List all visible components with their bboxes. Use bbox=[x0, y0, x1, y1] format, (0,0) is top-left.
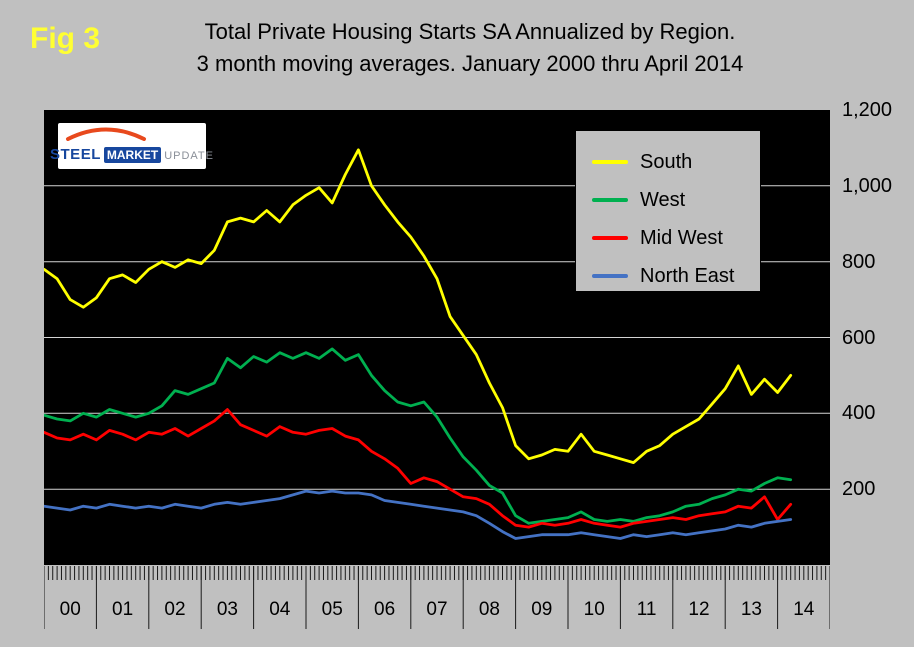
y-axis-tick-label: 400 bbox=[842, 402, 876, 425]
legend-label-midwest: Mid West bbox=[640, 226, 723, 249]
chart-title-line1: Total Private Housing Starts SA Annualiz… bbox=[204, 19, 736, 44]
x-axis-year-label: 04 bbox=[269, 599, 291, 620]
x-axis-year-label: 03 bbox=[217, 599, 238, 620]
legend-line-west bbox=[592, 198, 628, 202]
legend-item-northeast: North East bbox=[576, 257, 760, 295]
figure-number: Fig 3 bbox=[30, 22, 101, 55]
legend-line-northeast bbox=[592, 274, 628, 278]
legend-line-south bbox=[592, 160, 628, 164]
chart-title: Total Private Housing Starts SA Annualiz… bbox=[110, 16, 830, 80]
legend-item-midwest: Mid West bbox=[576, 219, 760, 257]
x-axis-year-label: 00 bbox=[60, 599, 81, 620]
y-axis-tick-label: 1,200 bbox=[842, 99, 893, 121]
logo-word-market: MARKET bbox=[103, 147, 162, 163]
logo-text: STEEL MARKET UPDATE bbox=[50, 146, 213, 163]
x-axis-year-label: 01 bbox=[112, 599, 133, 620]
legend-item-west: West bbox=[576, 181, 760, 219]
x-axis-year-label: 12 bbox=[688, 599, 709, 620]
legend: South West Mid West North East bbox=[575, 130, 761, 292]
steel-market-update-logo: STEEL MARKET UPDATE bbox=[50, 123, 213, 169]
x-axis-year-label: 11 bbox=[637, 599, 657, 620]
plot-area: STEEL MARKET UPDATE South West Mid West … bbox=[44, 110, 830, 565]
logo-word-update: UPDATE bbox=[164, 150, 214, 162]
legend-line-midwest bbox=[592, 236, 628, 240]
y-axis-tick-label: 1,000 bbox=[842, 174, 893, 197]
x-axis: 00 01 02 03 04 05 06 07 08 09 10 11 12 13 14 bbox=[44, 566, 830, 629]
logo-swoosh-icon bbox=[66, 127, 146, 141]
y-axis-tick-label: 800 bbox=[842, 250, 876, 273]
plot-svg bbox=[44, 148, 830, 540]
x-axis-year-label: 06 bbox=[374, 599, 395, 620]
x-axis-year-label: 10 bbox=[584, 599, 605, 620]
x-axis-year-label: 08 bbox=[479, 599, 500, 620]
x-axis-year-label: 13 bbox=[741, 599, 762, 620]
legend-item-south: South bbox=[576, 143, 760, 181]
y-axis-tick-label: 200 bbox=[842, 478, 876, 501]
x-axis-year-label: 14 bbox=[793, 599, 815, 620]
x-axis-year-label: 07 bbox=[426, 599, 447, 620]
legend-label-west: West bbox=[640, 188, 686, 211]
x-axis-year-label: 02 bbox=[164, 599, 185, 620]
logo-word-steel: STEEL bbox=[50, 146, 101, 163]
y-axis-tick-label: 600 bbox=[842, 326, 876, 349]
x-axis-year-label: 05 bbox=[322, 599, 343, 620]
x-axis-year-label: 09 bbox=[531, 599, 552, 620]
legend-label-northeast: North East bbox=[640, 264, 735, 287]
legend-label-south: South bbox=[640, 150, 693, 173]
chart-title-line2: 3 month moving averages. January 2000 th… bbox=[196, 51, 744, 76]
